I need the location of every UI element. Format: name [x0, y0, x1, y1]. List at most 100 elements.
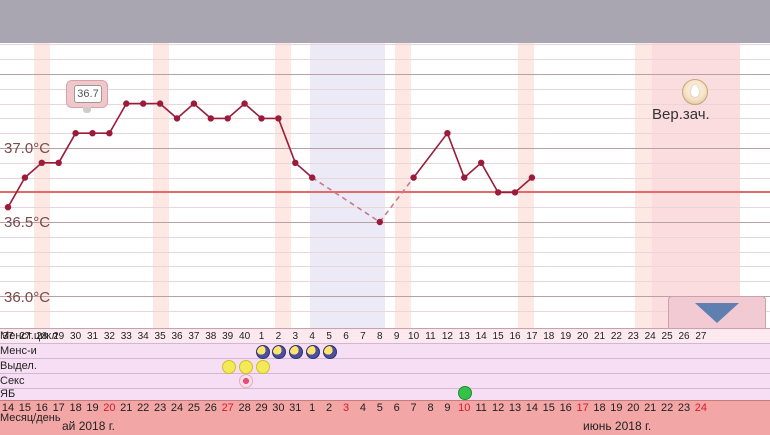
- cycle-day-cell: 25: [661, 331, 673, 342]
- menses-icon[interactable]: [289, 345, 304, 359]
- date-cell[interactable]: 15: [542, 402, 555, 414]
- conception-probability-icon[interactable]: [682, 79, 708, 105]
- month-label: июнь 2018 г.: [583, 419, 652, 433]
- grid-line: [0, 177, 770, 179]
- discharge-icon[interactable]: [221, 360, 236, 374]
- date-cell[interactable]: 21: [644, 402, 657, 414]
- series-segment: [446, 132, 466, 178]
- menses-icon[interactable]: [255, 345, 270, 359]
- cycle-day-cell: 23: [627, 331, 639, 342]
- date-cell[interactable]: 7: [410, 402, 417, 414]
- y-tick-label: 37.0°C: [4, 140, 51, 157]
- grid-line: [0, 310, 770, 312]
- date-cell[interactable]: 1: [309, 402, 316, 414]
- date-cell[interactable]: 13: [508, 402, 522, 414]
- cycle-day-cell: 14: [475, 331, 487, 342]
- date-cell[interactable]: 18: [593, 402, 606, 414]
- cycle-day-cell: 29: [53, 331, 65, 342]
- heart-icon[interactable]: [238, 374, 253, 388]
- series-segment: [294, 162, 313, 179]
- cycle-day-cell: 37: [2, 331, 14, 342]
- date-cell[interactable]: 10: [458, 402, 471, 414]
- date-cell[interactable]: 30: [272, 402, 285, 414]
- date-cell[interactable]: 2: [326, 402, 333, 414]
- temperature-point: [309, 174, 316, 181]
- date-cell[interactable]: 27: [221, 402, 234, 414]
- date-cell[interactable]: 31: [289, 402, 302, 414]
- row-label: Менст.цикл: [0, 330, 58, 342]
- date-cell[interactable]: 19: [86, 402, 99, 414]
- cycle-day-cell: 12: [441, 331, 453, 342]
- date-cell[interactable]: 3: [342, 402, 350, 414]
- cycle-day-cell: 17: [526, 331, 538, 342]
- menses-icon[interactable]: [272, 345, 287, 359]
- row-label: Месяц/день: [0, 412, 61, 424]
- date-cell[interactable]: 15: [18, 402, 32, 414]
- temperature-point: [55, 159, 62, 166]
- cycle-day-cell: 19: [560, 331, 572, 342]
- date-cell[interactable]: 28: [238, 402, 251, 414]
- cycle-day-cell: 36: [171, 331, 183, 342]
- date-cell[interactable]: 18: [69, 402, 82, 414]
- date-cell[interactable]: 26: [204, 402, 217, 414]
- date-cell[interactable]: 22: [660, 402, 674, 414]
- ovulation-test-icon[interactable]: [458, 386, 473, 400]
- date-cell[interactable]: 20: [103, 402, 116, 414]
- date-cell[interactable]: 16: [559, 402, 572, 414]
- series-segment: [108, 103, 127, 134]
- cycle-day-cell: 18: [543, 331, 555, 342]
- date-cell[interactable]: 20: [627, 402, 640, 414]
- coverline: [0, 191, 770, 194]
- temperature-point: [258, 115, 265, 122]
- date-cell[interactable]: 12: [491, 402, 505, 414]
- date-cell[interactable]: 24: [170, 402, 184, 414]
- series-segment: [24, 162, 43, 179]
- date-cell[interactable]: 16: [35, 402, 48, 414]
- date-cell[interactable]: 19: [610, 402, 623, 414]
- cycle-day-cell: 28: [36, 331, 48, 342]
- temperature-chart[interactable]: 37.0°C 36.5°C 36.0°C 36.7 Вер.зач.: [0, 43, 770, 328]
- date-cell[interactable]: 29: [255, 402, 268, 414]
- temperature-point: [444, 130, 451, 137]
- row-label: Менс-и: [0, 345, 37, 357]
- grid-line: [0, 266, 770, 268]
- date-cell[interactable]: 25: [187, 402, 201, 414]
- series-segment: [514, 176, 533, 194]
- date-cell[interactable]: 14: [525, 402, 539, 414]
- menses-icon[interactable]: [306, 345, 321, 359]
- grid-line: [0, 222, 770, 223]
- date-cell[interactable]: 17: [52, 402, 65, 414]
- temperature-plot: [4, 100, 536, 226]
- date-cell[interactable]: 6: [393, 402, 400, 414]
- series-segment: [193, 102, 212, 120]
- date-cell[interactable]: 8: [427, 402, 434, 414]
- series-segment: [176, 102, 195, 120]
- chart-band: [518, 43, 534, 328]
- date-cell[interactable]: 22: [137, 402, 150, 414]
- date-cell[interactable]: 5: [376, 402, 383, 414]
- date-cell[interactable]: 4: [359, 402, 366, 414]
- scroll-down-button[interactable]: [668, 296, 766, 328]
- temperature-point: [140, 100, 147, 107]
- menses-icon[interactable]: [323, 345, 338, 359]
- chart-band: [310, 43, 385, 328]
- discharge-icon[interactable]: [238, 360, 253, 374]
- date-cell[interactable]: 9: [444, 402, 451, 414]
- date-cell[interactable]: 21: [120, 402, 133, 414]
- date-cell[interactable]: 14: [1, 402, 15, 414]
- date-cell[interactable]: 23: [153, 402, 167, 414]
- cycle-day-cell: 31: [86, 331, 99, 342]
- date-cell[interactable]: 17: [576, 402, 589, 414]
- temperature-point: [72, 130, 79, 137]
- chart-band: [635, 43, 652, 328]
- grid-line: [0, 133, 770, 135]
- temperature-point: [190, 100, 198, 107]
- grid-line: [0, 44, 770, 46]
- temperature-point: [275, 115, 282, 122]
- date-cell[interactable]: 23: [677, 402, 691, 414]
- cycle-day-cell: 32: [103, 331, 115, 342]
- date-cell[interactable]: 24: [694, 402, 708, 414]
- series-segment: [480, 162, 499, 193]
- date-cell[interactable]: 11: [475, 402, 487, 414]
- discharge-icon[interactable]: [255, 360, 270, 374]
